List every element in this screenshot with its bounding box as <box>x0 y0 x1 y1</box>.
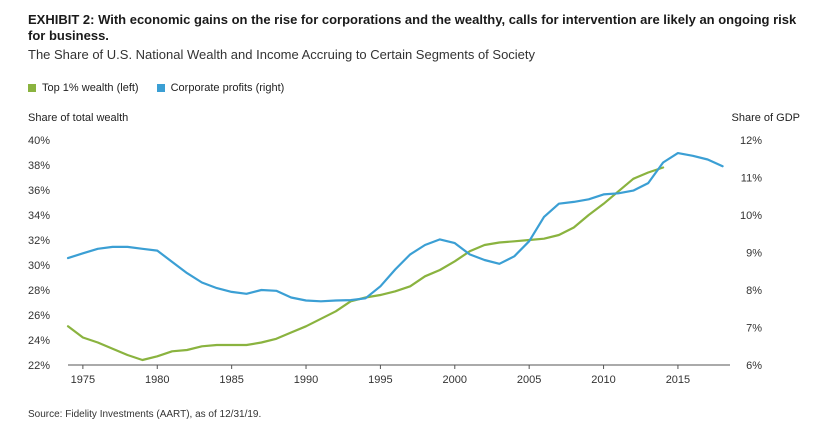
y-right-tick-label-8: 8% <box>746 285 762 297</box>
y-right-tick-label-11: 11% <box>741 173 762 185</box>
legend-item-corporate: Corporate profits (right) <box>156 82 285 94</box>
source-note: Source: Fidelity Investments (AART), as … <box>28 409 262 420</box>
legend-swatch-top1 <box>28 84 36 92</box>
x-tick-label-1995: 1995 <box>368 374 392 386</box>
legend-swatch-corporate <box>156 84 165 92</box>
y-axis-left-label: Share of total wealth <box>28 112 129 124</box>
series-line-top1-wealth <box>66 166 665 362</box>
y-left-tick-label-28: 28% <box>28 285 50 297</box>
x-tick-label-2005: 2005 <box>517 374 541 386</box>
y-left-tick-label-22: 22% <box>28 360 50 372</box>
x-tick-label-1990: 1990 <box>294 374 318 386</box>
x-tick-label-1985: 1985 <box>219 374 243 386</box>
legend-label-corporate: Corporate profits (right) <box>170 82 285 94</box>
legend-label-top1: Top 1% wealth (left) <box>42 82 139 94</box>
y-right-tick-label-6: 6% <box>746 360 762 372</box>
y-right-tick-label-7: 7% <box>746 323 762 335</box>
y-left-tick-label-30: 30% <box>28 260 50 272</box>
y-right-tick-label-10: 10% <box>740 210 762 222</box>
y-right-tick-label-12: 12% <box>740 135 762 147</box>
x-tick-label-2010: 2010 <box>591 374 615 386</box>
series-line-corporate-profits <box>66 152 724 303</box>
legend-item-top1: Top 1% wealth (left) <box>28 82 139 94</box>
y-left-tick-label-40: 40% <box>28 135 50 147</box>
y-left-tick-label-24: 24% <box>28 335 50 347</box>
chart-subtitle: The Share of U.S. National Wealth and In… <box>28 47 536 62</box>
y-axis-right-label: Share of GDP <box>731 112 800 124</box>
x-tick-label-2000: 2000 <box>443 374 467 386</box>
chart-title: EXHIBIT 2: With economic gains on the ri… <box>28 12 797 43</box>
y-right-tick-label-9: 9% <box>746 248 762 260</box>
x-tick-label-1980: 1980 <box>145 374 169 386</box>
y-left-tick-label-36: 36% <box>28 185 50 197</box>
y-left-tick-label-32: 32% <box>28 235 50 247</box>
x-tick-label-2015: 2015 <box>666 374 690 386</box>
legend: Top 1% wealth (left) Corporate profits (… <box>28 82 284 94</box>
y-left-tick-label-38: 38% <box>28 160 50 172</box>
y-left-tick-label-34: 34% <box>28 210 50 222</box>
x-tick-label-1975: 1975 <box>71 374 95 386</box>
y-left-tick-label-26: 26% <box>28 310 50 322</box>
